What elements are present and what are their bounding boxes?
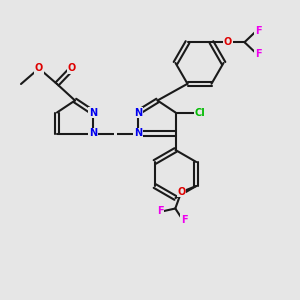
Text: F: F	[255, 49, 261, 58]
Text: N: N	[134, 107, 142, 118]
Text: O: O	[35, 63, 43, 74]
Text: N: N	[89, 128, 97, 139]
Text: O: O	[68, 63, 76, 74]
Text: F: F	[255, 26, 261, 36]
Text: O: O	[177, 187, 185, 197]
Text: F: F	[181, 215, 188, 225]
Text: N: N	[89, 107, 97, 118]
Text: F: F	[157, 206, 164, 217]
Text: O: O	[224, 37, 232, 47]
Text: N: N	[134, 128, 142, 139]
Text: Cl: Cl	[194, 107, 205, 118]
